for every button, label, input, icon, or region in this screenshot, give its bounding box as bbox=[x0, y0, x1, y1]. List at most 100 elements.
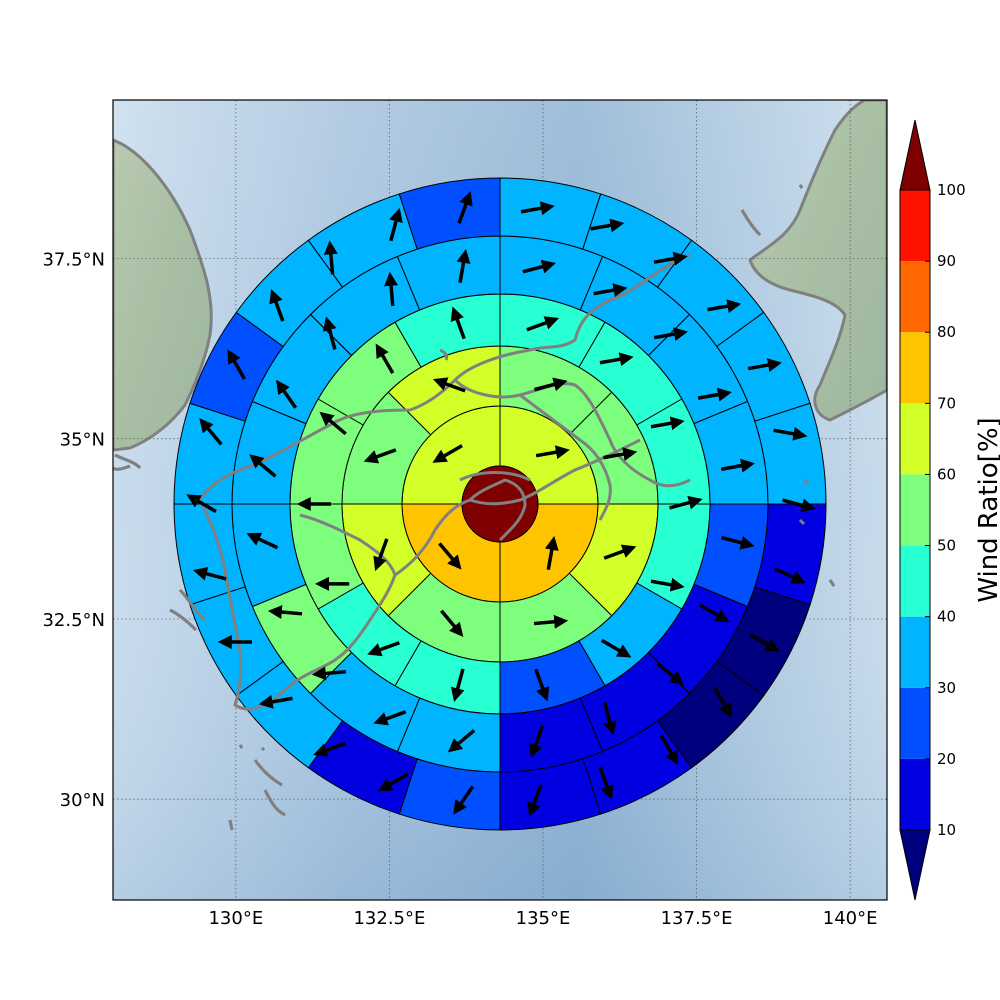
wind-arrow bbox=[311, 666, 347, 681]
wind-arrow bbox=[653, 251, 688, 266]
wind-arrow bbox=[227, 349, 247, 380]
wind-arrow bbox=[440, 609, 464, 638]
wind-arrow bbox=[367, 641, 400, 657]
wind-arrow bbox=[447, 729, 476, 753]
wind-arrow bbox=[720, 458, 756, 473]
colorbar-tick-label: 10 bbox=[937, 821, 956, 839]
wind-arrow bbox=[699, 603, 730, 623]
wind-arrow bbox=[602, 702, 617, 736]
wind-arrow bbox=[258, 694, 293, 709]
wind-arrow bbox=[319, 411, 347, 436]
coastline-overlay bbox=[113, 184, 836, 831]
wind-arrow bbox=[389, 207, 403, 242]
wind-arrow bbox=[749, 633, 780, 652]
colorbar-over-extension bbox=[899, 119, 931, 191]
wind-arrow bbox=[598, 767, 614, 800]
wind-arrow bbox=[603, 447, 638, 461]
wind-arrow bbox=[457, 191, 473, 224]
wind-arrow bbox=[526, 316, 560, 332]
map-frame bbox=[112, 99, 888, 901]
wind-arrows bbox=[186, 191, 816, 817]
wind-arrow bbox=[713, 687, 732, 718]
wind-arrow bbox=[599, 352, 634, 367]
map-area bbox=[113, 100, 887, 900]
wind-arrow bbox=[544, 535, 559, 570]
wind-arrow bbox=[534, 377, 568, 392]
korea-landmass bbox=[113, 138, 213, 452]
wind-arrow bbox=[600, 638, 632, 658]
wind-arrow bbox=[373, 538, 389, 572]
wind-arrow bbox=[603, 544, 637, 560]
colorbar-tick-label: 40 bbox=[937, 608, 956, 626]
wind-arrow bbox=[375, 343, 395, 375]
wind-arrow bbox=[267, 605, 303, 620]
wind-arrow bbox=[456, 248, 471, 284]
wind-arrow bbox=[249, 454, 277, 478]
lat-tick-label: 37.5°N bbox=[42, 250, 105, 271]
wind-arrow bbox=[199, 418, 223, 446]
wind-arrow bbox=[774, 567, 806, 584]
colorbar-segment bbox=[900, 261, 930, 333]
wind-arrow bbox=[432, 444, 463, 463]
axis-tick-labels: 130°E 132.5°E 135°E 137.5°E 140°E 37.5°N 35°N 3… bbox=[42, 250, 877, 929]
wind-arrow bbox=[453, 785, 475, 815]
colorbar-segment bbox=[900, 616, 930, 688]
lon-tick-label: 130°E bbox=[208, 908, 263, 929]
colorbar-segment bbox=[900, 190, 930, 262]
wind-arrow bbox=[323, 240, 338, 275]
wind-arrow bbox=[593, 283, 628, 298]
colorbar-tick-label: 50 bbox=[937, 537, 956, 555]
colorbar-segment bbox=[900, 403, 930, 475]
wind-arrow bbox=[535, 445, 570, 460]
wind-arrow bbox=[659, 734, 679, 766]
colorbar-tick-label: 30 bbox=[937, 679, 956, 697]
colorbar-segment bbox=[900, 332, 930, 404]
wind-arrow bbox=[520, 201, 555, 216]
colorbar-tick-label: 70 bbox=[937, 394, 956, 412]
wind-arrow bbox=[669, 495, 703, 510]
wind-arrow bbox=[650, 416, 685, 431]
wind-arrow bbox=[747, 358, 782, 372]
wind-arrow bbox=[432, 377, 466, 393]
wind-arrow bbox=[533, 614, 569, 629]
wind-arrow bbox=[697, 387, 732, 402]
wind-arrow bbox=[373, 710, 407, 726]
colorbar-segment bbox=[900, 687, 930, 759]
wind-arrow bbox=[313, 741, 346, 757]
wind-arrow bbox=[534, 668, 550, 702]
lat-tick-label: 32.5°N bbox=[42, 610, 105, 631]
lat-tick-label: 30°N bbox=[60, 790, 105, 811]
wind-arrow bbox=[322, 316, 337, 350]
colorbar: 10 20 30 40 50 60 70 80 90 100 bbox=[899, 119, 966, 901]
lon-tick-label: 132.5°E bbox=[353, 908, 425, 929]
wind-arrow bbox=[193, 566, 227, 581]
colorbar-segment bbox=[900, 758, 930, 830]
colorbar-tick-label: 90 bbox=[937, 252, 956, 270]
wind-arrow bbox=[384, 271, 399, 307]
lon-tick-label: 135°E bbox=[516, 908, 571, 929]
wind-arrow bbox=[590, 218, 625, 233]
colorbar-segment bbox=[900, 545, 930, 617]
wind-arrow bbox=[656, 662, 684, 686]
colorbar-under-extension bbox=[899, 829, 931, 901]
wind-arrow bbox=[269, 288, 285, 322]
colorbar-segment bbox=[900, 474, 930, 546]
wind-arrow bbox=[527, 784, 543, 817]
wind-arrow bbox=[450, 668, 465, 702]
colorbar-tick-label: 80 bbox=[937, 323, 956, 341]
wind-arrow bbox=[650, 577, 685, 592]
wind-arrow bbox=[529, 725, 545, 759]
wind-arrow bbox=[276, 379, 298, 409]
wind-arrow bbox=[450, 306, 466, 340]
wind-arrow bbox=[653, 327, 688, 341]
wind-arrow bbox=[438, 542, 462, 570]
colorbar-frame bbox=[899, 189, 931, 831]
wind-arrow bbox=[782, 498, 816, 513]
wind-arrow bbox=[707, 299, 742, 314]
colorbar-tick-label: 20 bbox=[937, 750, 956, 768]
colorbar-tick-label: 100 bbox=[937, 181, 966, 199]
wind-arrow bbox=[773, 426, 808, 441]
honshu-landmass bbox=[748, 100, 887, 422]
wind-arrow bbox=[721, 535, 755, 550]
